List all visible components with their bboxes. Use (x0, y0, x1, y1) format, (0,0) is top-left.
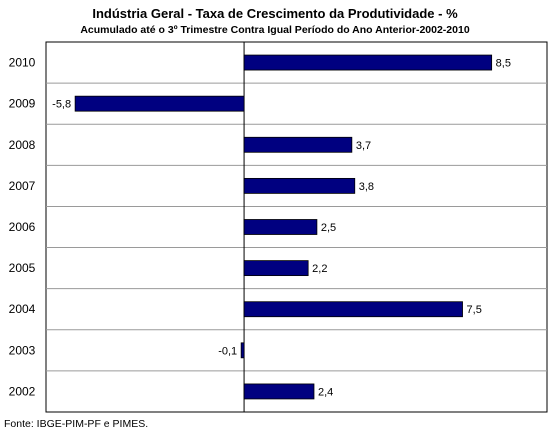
bar (243, 301, 463, 318)
plot-area (45, 41, 548, 413)
category-label: 2004 (9, 302, 36, 316)
bar (243, 136, 353, 153)
category-label: 2002 (9, 384, 36, 398)
value-label: 3,8 (359, 181, 374, 193)
bar (243, 219, 318, 235)
value-label: -0,1 (218, 345, 237, 357)
bar (243, 383, 315, 400)
value-label: 3,7 (356, 140, 371, 152)
category-label: 2005 (9, 261, 36, 275)
value-label: 2,2 (312, 263, 327, 275)
bar (243, 177, 356, 194)
value-label: 7,5 (467, 304, 482, 316)
category-label: 2006 (9, 220, 36, 234)
value-label: -5,8 (52, 99, 71, 111)
bar (243, 54, 493, 71)
value-label: 2,4 (318, 386, 333, 398)
value-label: 2,5 (321, 222, 336, 234)
category-label: 2010 (9, 56, 36, 70)
bar (74, 95, 245, 112)
bar (243, 260, 309, 277)
chart-title: Indústria Geral - Taxa de Crescimento da… (92, 6, 458, 21)
bar (240, 342, 245, 359)
chart-subtitle: Acumulado até o 3º Trimestre Contra Igua… (80, 24, 470, 36)
category-label: 2007 (9, 179, 36, 193)
category-label: 2009 (9, 97, 36, 111)
category-label: 2003 (9, 343, 36, 357)
value-label: 8,5 (496, 58, 511, 70)
category-label: 2008 (9, 138, 36, 152)
source-note: Fonte: IBGE-PIM-PF e PIMES. (4, 418, 149, 430)
